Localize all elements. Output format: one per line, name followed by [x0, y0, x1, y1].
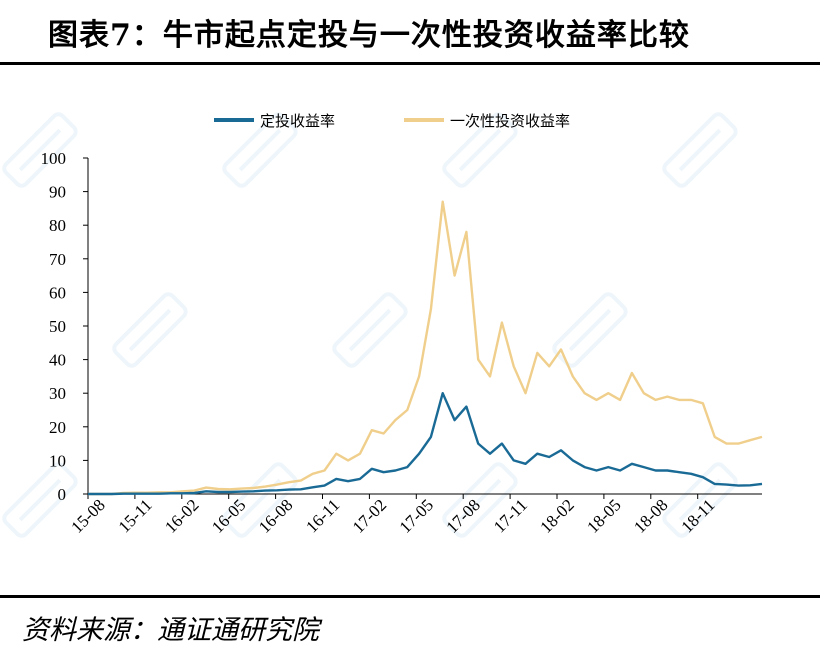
watermark-mark — [2, 112, 78, 188]
plot-area — [88, 200, 763, 496]
y-tick-label: 70 — [49, 250, 66, 269]
y-tick-label: 50 — [49, 317, 66, 336]
source-note: 资料来源：通证通研究院 — [22, 615, 319, 646]
x-tick-label: 17-05 — [396, 495, 437, 536]
top-rule — [0, 62, 820, 65]
y-tick-label: 80 — [49, 216, 66, 235]
watermark-mark — [662, 462, 738, 538]
line-chart: 定投收益率 一次性投资收益率 0 10 20 30 40 50 60 70 80 90 100 15-… — [2, 112, 763, 538]
legend: 定投收益率 一次性投资收益率 — [214, 112, 570, 130]
watermark-mark — [332, 292, 408, 368]
y-tick-label: 0 — [58, 485, 67, 504]
watermark-mark — [222, 462, 298, 538]
y-tick-label: 20 — [49, 418, 66, 437]
watermark-mark — [112, 292, 188, 368]
y-tick-label: 40 — [49, 351, 66, 370]
x-tick-label: 17-02 — [349, 495, 390, 536]
watermark-mark — [2, 462, 78, 538]
y-tick-label: 60 — [49, 283, 66, 302]
x-tick-label: 18-02 — [536, 495, 577, 536]
y-axis: 0 10 20 30 40 50 60 70 80 90 100 — [41, 149, 89, 504]
x-tick-label: 16-11 — [302, 495, 343, 536]
watermark-mark — [442, 112, 518, 188]
x-tick-label: 15-08 — [67, 495, 108, 536]
x-tick-label: 15-11 — [115, 495, 156, 536]
series-line-lump-sum — [88, 200, 763, 496]
x-tick-label: 18-11 — [677, 495, 718, 536]
x-tick-label: 16-02 — [161, 495, 202, 536]
y-tick-label: 100 — [41, 149, 67, 168]
y-tick-label: 30 — [49, 384, 66, 403]
watermark-mark — [552, 292, 628, 368]
x-axis: 15-08 15-11 16-02 16-05 16-08 16-11 17-02 17-05… — [67, 493, 762, 537]
watermark-mark — [222, 112, 298, 188]
series-line-dca — [88, 392, 763, 496]
legend-label-dca: 定投收益率 — [260, 112, 335, 130]
legend-label-lump-sum: 一次性投资收益率 — [450, 112, 570, 130]
watermark-mark — [662, 112, 738, 188]
y-tick-label: 90 — [49, 183, 66, 202]
y-tick-label: 10 — [49, 451, 66, 470]
bottom-rule — [0, 595, 820, 598]
chart-title: 图表7：牛市起点定投与一次性投资收益率比较 — [48, 18, 690, 53]
watermark-layer — [2, 112, 738, 538]
x-tick-label: 18-05 — [583, 495, 624, 536]
watermark-mark — [442, 462, 518, 538]
